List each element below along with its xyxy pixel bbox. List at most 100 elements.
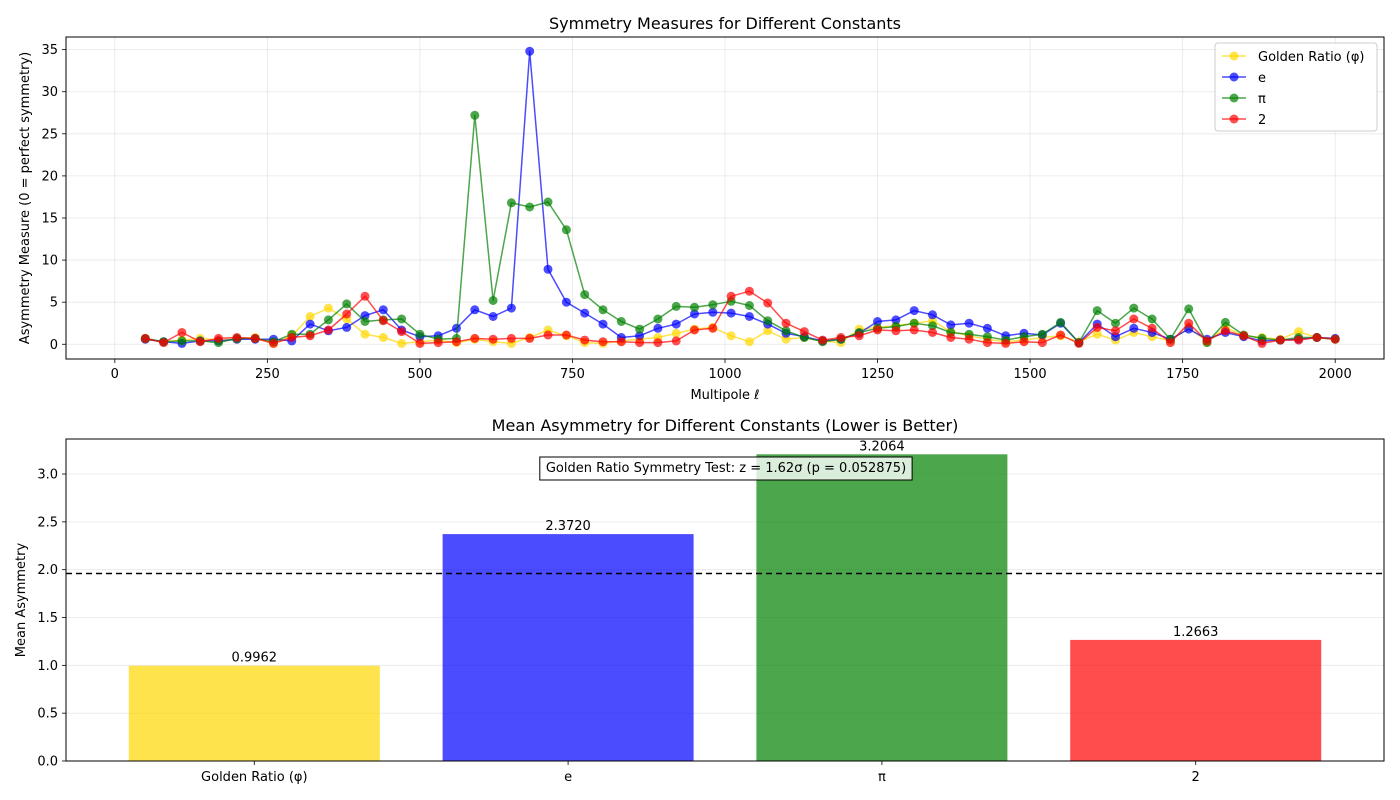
y-tick-label: 20 bbox=[41, 169, 58, 184]
data-point bbox=[195, 337, 205, 347]
data-point bbox=[763, 326, 773, 336]
data-point bbox=[744, 337, 754, 347]
data-point bbox=[214, 333, 223, 343]
data-point bbox=[1074, 338, 1084, 348]
data-point bbox=[415, 338, 425, 348]
data-point bbox=[964, 334, 974, 344]
data-point bbox=[525, 202, 535, 212]
line-chart-y-label: Asymmetry Measure (0 = perfect symmetry) bbox=[18, 52, 33, 344]
line-chart-series bbox=[140, 46, 1340, 348]
legend-item-golden-ratio: Golden Ratio (φ) bbox=[1222, 50, 1365, 65]
data-point bbox=[653, 314, 663, 324]
x-tick-label: 1250 bbox=[861, 367, 894, 382]
data-point bbox=[873, 325, 882, 335]
y-tick-label: 1.0 bbox=[37, 659, 58, 674]
data-point bbox=[323, 303, 333, 313]
data-point bbox=[488, 296, 498, 305]
data-point bbox=[1037, 338, 1047, 348]
data-point bbox=[909, 325, 919, 335]
data-point bbox=[360, 317, 370, 326]
legend-marker bbox=[1229, 72, 1239, 82]
data-point bbox=[1129, 323, 1139, 333]
legend-item-pi: π bbox=[1222, 92, 1266, 107]
data-point bbox=[818, 335, 828, 345]
data-point bbox=[323, 325, 333, 335]
data-point bbox=[1239, 331, 1249, 341]
data-point bbox=[342, 299, 352, 309]
data-point bbox=[488, 334, 498, 344]
data-point bbox=[580, 335, 590, 345]
line-chart-y-ticks: 0 5 10 15 20 25 30 35 bbox=[41, 43, 66, 353]
x-tick-label: 0 bbox=[111, 367, 119, 382]
data-point bbox=[671, 328, 681, 338]
data-point bbox=[342, 309, 352, 319]
data-point bbox=[1111, 326, 1120, 336]
data-point bbox=[598, 305, 608, 315]
data-point bbox=[470, 305, 480, 315]
data-point bbox=[1165, 338, 1175, 348]
data-point bbox=[708, 307, 718, 317]
data-point bbox=[543, 330, 553, 340]
data-point bbox=[1184, 318, 1194, 328]
legend-item-2: 2 bbox=[1222, 113, 1266, 128]
data-point bbox=[1184, 304, 1194, 314]
data-point bbox=[1294, 335, 1304, 345]
data-point bbox=[1220, 317, 1230, 327]
data-point bbox=[232, 333, 242, 342]
data-point bbox=[488, 312, 498, 321]
data-point bbox=[1257, 338, 1267, 348]
data-point bbox=[287, 333, 297, 342]
data-point bbox=[561, 297, 571, 307]
line-chart-x-ticks: 0 250 500 750 1000 1250 1500 1750 2000 bbox=[111, 359, 1352, 382]
bar-chart-title: Mean Asymmetry for Different Constants (… bbox=[492, 416, 959, 435]
y-tick-label: 35 bbox=[41, 43, 58, 58]
data-point bbox=[305, 319, 315, 329]
data-point bbox=[891, 315, 901, 325]
data-point bbox=[1001, 338, 1011, 348]
y-tick-label: 0.5 bbox=[37, 707, 58, 722]
x-tick-label: 500 bbox=[407, 367, 432, 382]
data-point bbox=[323, 315, 333, 325]
data-point bbox=[891, 326, 901, 336]
data-point bbox=[506, 303, 516, 313]
data-point bbox=[378, 305, 388, 315]
x-tick-label: π bbox=[878, 770, 886, 785]
data-point bbox=[397, 338, 407, 348]
y-tick-label: 30 bbox=[41, 85, 58, 100]
bar bbox=[442, 534, 694, 761]
data-point bbox=[159, 338, 169, 348]
data-point bbox=[452, 337, 461, 347]
data-point bbox=[1037, 329, 1047, 339]
data-point bbox=[781, 326, 791, 336]
y-tick-label: 15 bbox=[41, 211, 58, 226]
data-point bbox=[671, 336, 681, 346]
bar-value-label: 2.3720 bbox=[545, 519, 591, 534]
data-point bbox=[690, 309, 699, 319]
data-point bbox=[1056, 317, 1066, 327]
data-point bbox=[763, 316, 773, 326]
bar-chart: Mean Asymmetry for Different Constants (… bbox=[14, 416, 1385, 785]
bar-value-label: 3.2064 bbox=[859, 439, 905, 454]
data-point bbox=[726, 308, 736, 318]
data-point bbox=[928, 310, 937, 320]
legend-label: 2 bbox=[1258, 113, 1266, 128]
bar-value-label: 0.9962 bbox=[232, 651, 278, 666]
bar-chart-x-ticks: Golden Ratio (φ) e π 2 bbox=[201, 761, 1200, 785]
data-point bbox=[836, 333, 846, 342]
data-point bbox=[781, 318, 791, 328]
data-point bbox=[543, 197, 553, 207]
data-point bbox=[525, 333, 535, 343]
data-point bbox=[580, 290, 590, 300]
data-point bbox=[635, 338, 645, 348]
data-point bbox=[360, 291, 370, 301]
data-point bbox=[744, 286, 754, 296]
data-point bbox=[378, 333, 388, 342]
data-point bbox=[854, 331, 864, 341]
x-tick-label: 2 bbox=[1192, 770, 1200, 785]
data-point bbox=[928, 321, 937, 331]
data-point bbox=[433, 338, 443, 348]
data-point bbox=[1330, 334, 1340, 344]
x-tick-label: 750 bbox=[560, 367, 585, 382]
data-point bbox=[690, 325, 699, 335]
